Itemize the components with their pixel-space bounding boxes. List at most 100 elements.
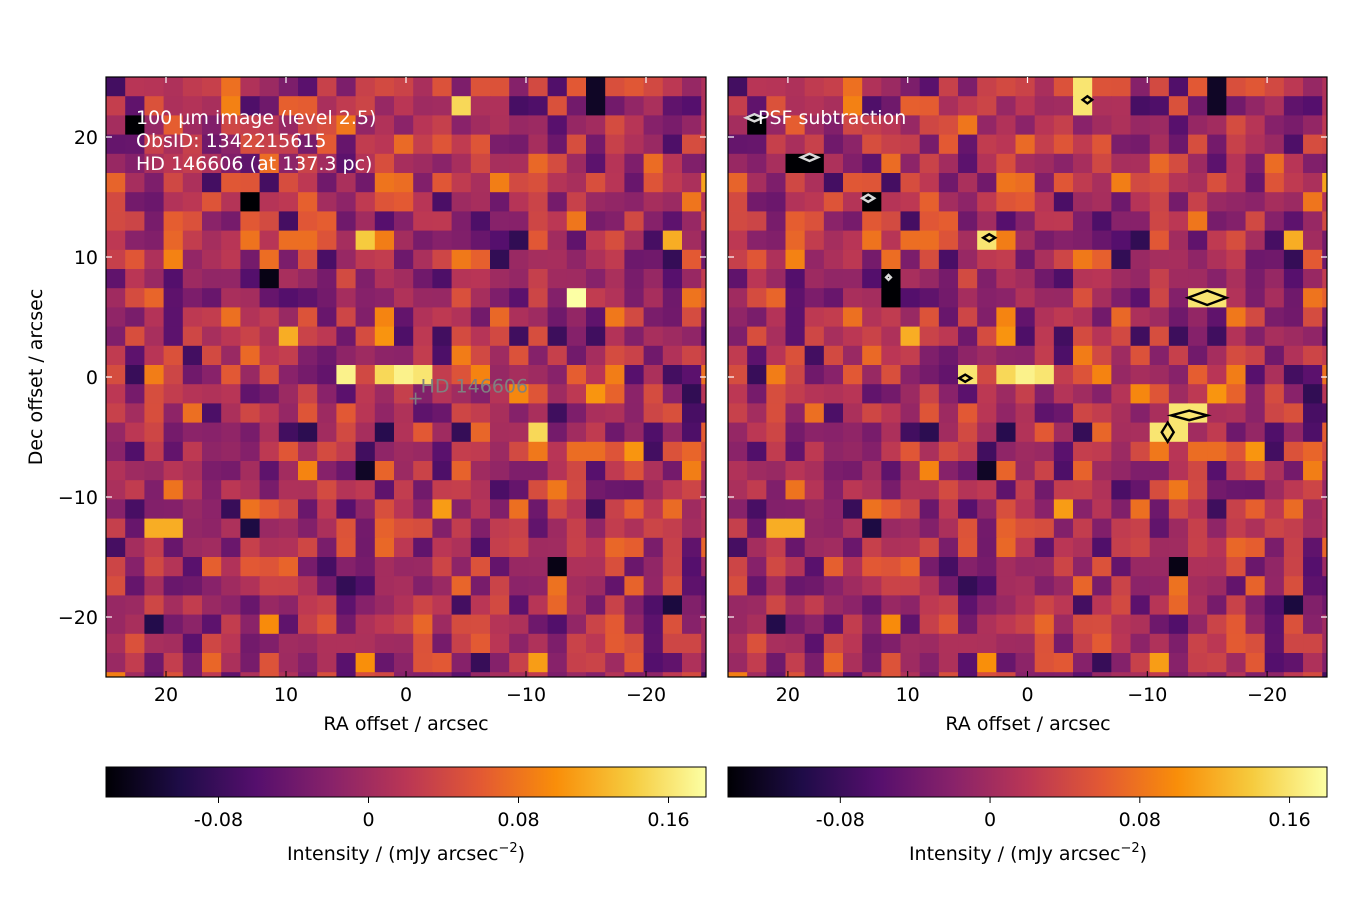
heatmap-cell — [1322, 403, 1327, 424]
heatmap-cell — [586, 115, 606, 136]
heatmap-cell — [1322, 115, 1327, 136]
heatmap-cell — [1130, 384, 1151, 404]
heatmap-cell — [586, 653, 606, 673]
heatmap-cell — [682, 365, 702, 385]
heatmap-cell — [624, 633, 645, 654]
heatmap-cell — [823, 499, 844, 520]
heatmap-cell — [682, 249, 702, 270]
heatmap-cell — [1264, 153, 1285, 174]
heatmap-cell — [996, 461, 1017, 481]
heatmap-cell — [1111, 192, 1132, 212]
heatmap-cell — [125, 518, 145, 539]
heatmap-cell — [1303, 576, 1323, 596]
heatmap-cell — [1053, 576, 1074, 596]
heatmap-cell — [605, 653, 625, 673]
heatmap-cell — [1111, 77, 1132, 97]
positive-contour — [1080, 94, 1095, 105]
heatmap-cell — [996, 77, 1017, 97]
heatmap-cell — [278, 537, 299, 558]
heatmap-cell — [1053, 269, 1074, 289]
heatmap-cell — [1111, 537, 1132, 558]
heatmap-cell — [843, 365, 863, 385]
heatmap-cell — [125, 672, 145, 677]
heatmap-cell — [1168, 115, 1189, 136]
heatmap-cell — [766, 557, 787, 577]
heatmap-cell — [701, 134, 706, 155]
heatmap-cell — [996, 288, 1017, 308]
heatmap-cell — [1073, 365, 1093, 385]
heatmap-cell — [1322, 422, 1327, 443]
heatmap-cell — [278, 653, 299, 673]
heatmap-cell — [336, 518, 357, 539]
heatmap-cell — [996, 576, 1017, 596]
negative-contour — [884, 273, 893, 282]
heatmap-cell — [900, 307, 921, 328]
heatmap-cell — [1073, 422, 1093, 443]
colorbar-tick-label: 0.08 — [1119, 809, 1161, 831]
heatmap-cell — [490, 345, 510, 366]
heatmap-cell — [785, 614, 806, 635]
heatmap-cell — [374, 345, 395, 366]
heatmap-cell — [394, 326, 414, 347]
heatmap-cell — [528, 153, 549, 174]
heatmap-cell — [566, 557, 587, 577]
heatmap-cell — [605, 672, 625, 677]
heatmap-cell — [1264, 595, 1285, 616]
heatmap-cell — [1015, 269, 1036, 289]
heatmap-cell — [605, 230, 625, 251]
heatmap-cell — [413, 249, 433, 270]
heatmap-cell — [1207, 441, 1227, 462]
heatmap-cell — [259, 633, 280, 654]
heatmap-cell — [938, 518, 959, 539]
heatmap-cell — [958, 461, 978, 481]
heatmap-cell — [1245, 441, 1266, 462]
heatmap-cell — [1264, 288, 1285, 308]
heatmap-cell — [298, 115, 318, 136]
heatmap-cell — [144, 480, 165, 500]
colorbar-tick-label: 0.16 — [647, 809, 689, 831]
heatmap-cell — [1092, 461, 1112, 481]
heatmap-cell — [701, 480, 706, 500]
heatmap-cell — [432, 96, 453, 116]
heatmap-cell — [766, 173, 787, 193]
heatmap-cell — [1130, 288, 1151, 308]
heatmap-cell — [1015, 461, 1036, 481]
heatmap-cell — [1149, 134, 1170, 155]
heatmap-cell — [509, 480, 529, 500]
heatmap-cell — [432, 403, 453, 424]
heatmap-cell — [182, 384, 203, 404]
heatmap-cell — [547, 499, 568, 520]
heatmap-cell — [374, 403, 395, 424]
heatmap-cell — [701, 115, 706, 136]
heatmap-cell — [182, 537, 203, 558]
heatmap-cell — [355, 595, 376, 616]
heatmap-cell — [701, 249, 706, 270]
heatmap-cell — [1322, 230, 1327, 251]
heatmap-cell — [163, 153, 184, 174]
heatmap-cell — [259, 595, 280, 616]
heatmap-cell — [586, 96, 606, 116]
heatmap-cell — [919, 307, 940, 328]
heatmap-cell — [336, 307, 357, 328]
heatmap-cell — [605, 537, 625, 558]
heatmap-cell — [1245, 576, 1266, 596]
heatmap-cell — [1322, 326, 1327, 347]
heatmap-cell — [1303, 672, 1323, 677]
heatmap-cell — [1207, 557, 1227, 577]
heatmap-cell — [804, 557, 825, 577]
heatmap-cell — [1303, 499, 1323, 520]
heatmap-cell — [785, 384, 806, 404]
heatmap-cell — [785, 211, 806, 232]
heatmap-cell — [240, 480, 261, 500]
heatmap-cell — [1207, 211, 1227, 232]
heatmap-cell — [336, 115, 357, 136]
heatmap-cell — [317, 115, 337, 136]
heatmap-cell — [958, 614, 978, 635]
heatmap-cell — [490, 461, 510, 481]
heatmap-cell — [240, 557, 261, 577]
heatmap-cell — [881, 307, 902, 328]
heatmap-cell — [1264, 345, 1285, 366]
heatmap-cell — [182, 96, 203, 116]
heatmap-cell — [1168, 461, 1189, 481]
heatmap-cell — [259, 134, 280, 155]
